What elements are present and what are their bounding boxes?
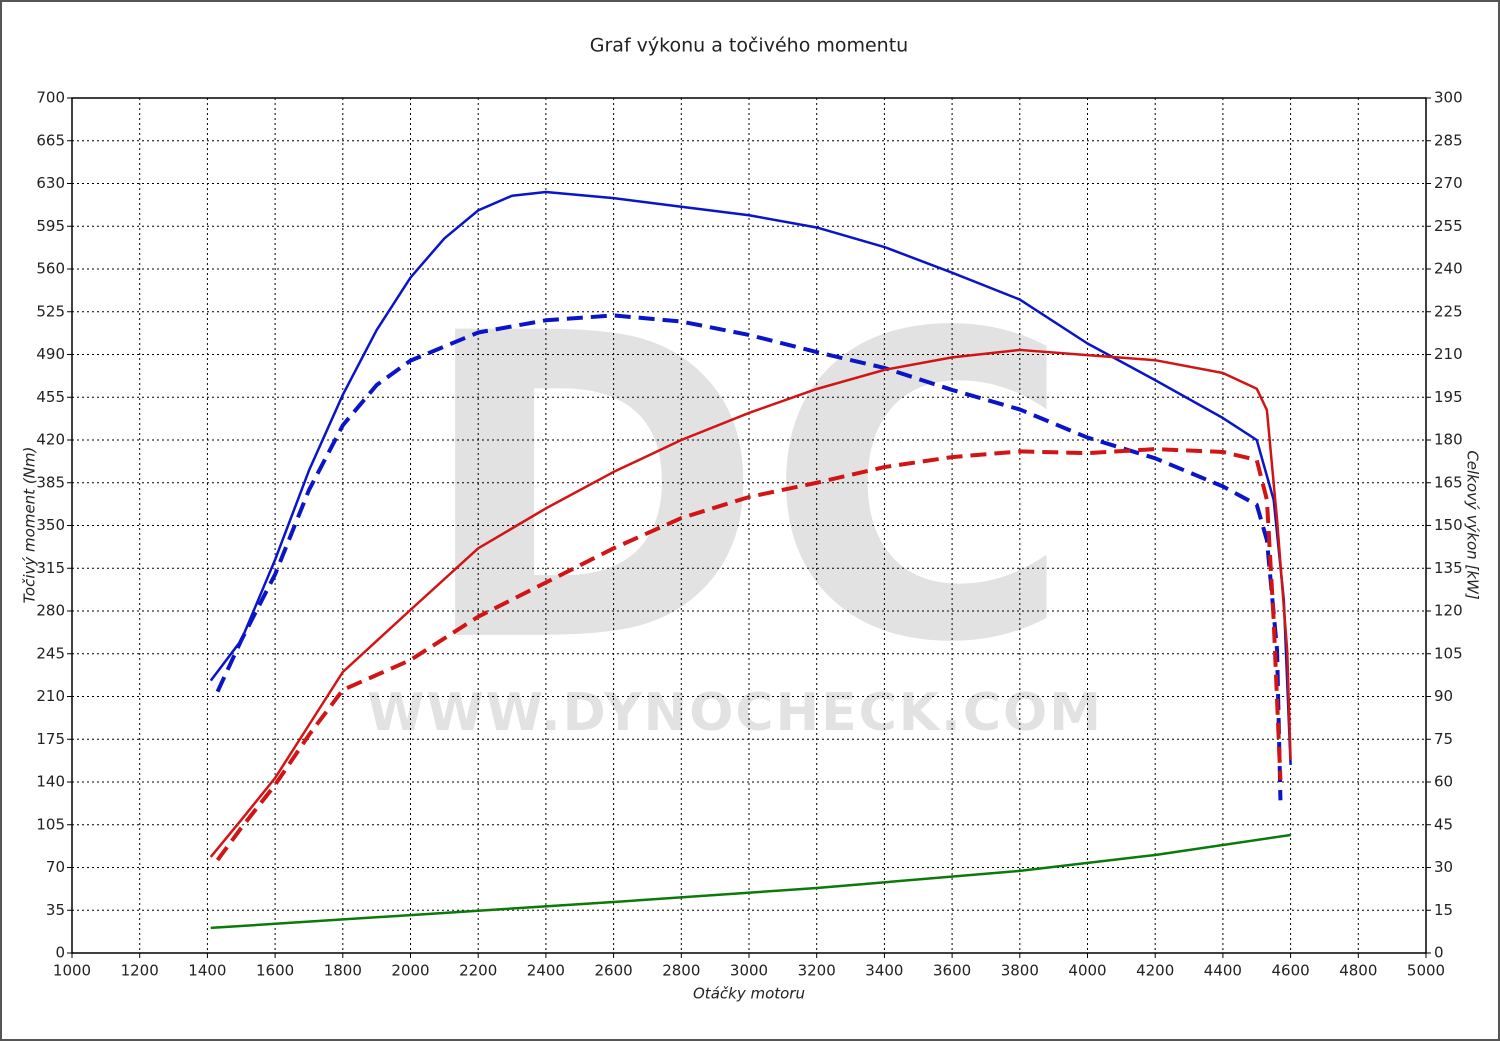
- y-tick-label: 560: [36, 260, 65, 278]
- y-tick-label: 175: [36, 730, 65, 748]
- y-tick-label: 525: [36, 302, 65, 320]
- x-tick-label: 1600: [256, 962, 294, 980]
- y2-tick-label: 270: [1434, 174, 1463, 192]
- x-tick-label: 4600: [1272, 962, 1310, 980]
- x-tick-label: 4400: [1204, 962, 1242, 980]
- x-tick-label: 2400: [527, 962, 565, 980]
- x-tick-label: 2000: [391, 962, 429, 980]
- series-line: [215, 313, 1283, 801]
- y-tick-label: 210: [36, 687, 65, 705]
- y2-tick-label: 150: [1434, 516, 1463, 534]
- y-tick-label: 140: [36, 773, 65, 791]
- y2-tick-label: 165: [1434, 473, 1463, 491]
- y-tick-label: 105: [36, 815, 65, 833]
- chart-title: Graf výkonu a točivého momentu: [590, 35, 908, 57]
- y-tick-label: 385: [36, 473, 65, 491]
- x-tick-label: 2800: [662, 962, 700, 980]
- x-tick-label: 3000: [730, 962, 768, 980]
- y2-tick-label: 120: [1434, 602, 1463, 620]
- watermark-logo: DC: [417, 246, 1074, 735]
- y2-tick-label: 60: [1434, 773, 1453, 791]
- y-tick-label: 280: [36, 602, 65, 620]
- y-tick-label: 665: [36, 131, 65, 149]
- y2-tick-label: 300: [1434, 89, 1463, 107]
- x-tick-label: 3600: [933, 962, 971, 980]
- series-line: [215, 447, 1283, 862]
- y2-tick-label: 195: [1434, 388, 1463, 406]
- series-line: [209, 348, 1292, 858]
- x-tick-label: 4800: [1339, 962, 1377, 980]
- series-line: [209, 190, 1292, 765]
- x-tick-label: 1800: [324, 962, 362, 980]
- x-tick-label: 1000: [53, 962, 91, 980]
- x-tick-label: 3400: [865, 962, 903, 980]
- y2-axis-label: Celkový výkon [kW]: [1464, 450, 1482, 600]
- x-tick-label: 1400: [188, 962, 226, 980]
- x-tick-label: 3800: [1001, 962, 1039, 980]
- y-axis-label: Točivý moment (Nm): [21, 447, 39, 604]
- x-tick-label: 2200: [459, 962, 497, 980]
- y2-tick-label: 45: [1434, 815, 1453, 833]
- y2-tick-label: 135: [1434, 559, 1463, 577]
- y-tick-label: 350: [36, 516, 65, 534]
- x-tick-label: 1200: [121, 962, 159, 980]
- x-tick-label: 3200: [798, 962, 836, 980]
- y2-tick-label: 90: [1434, 687, 1453, 705]
- y-tick-label: 245: [36, 644, 65, 662]
- y2-tick-label: 240: [1434, 260, 1463, 278]
- watermark-url: WWW.DYNOCHECK.COM: [367, 683, 1103, 743]
- y2-tick-label: 255: [1434, 217, 1463, 235]
- y2-tick-label: 225: [1434, 302, 1463, 320]
- y2-tick-label: 75: [1434, 730, 1453, 748]
- x-tick-label: 5000: [1407, 962, 1445, 980]
- y2-tick-label: 285: [1434, 131, 1463, 149]
- y2-tick-label: 15: [1434, 901, 1453, 919]
- y-tick-label: 455: [36, 388, 65, 406]
- x-axis-label: Otáčky motoru: [693, 985, 805, 1003]
- y2-tick-label: 30: [1434, 858, 1453, 876]
- y2-tick-label: 210: [1434, 345, 1463, 363]
- x-tick-label: 4000: [1068, 962, 1106, 980]
- y-tick-label: 0: [55, 944, 65, 962]
- series-line: [210, 833, 1291, 930]
- plot-border: [71, 97, 1427, 954]
- y2-tick-label: 180: [1434, 431, 1463, 449]
- y-tick-label: 70: [46, 858, 65, 876]
- y2-tick-label: 105: [1434, 644, 1463, 662]
- y-tick-label: 490: [36, 345, 65, 363]
- y-tick-label: 420: [36, 431, 65, 449]
- y-tick-label: 700: [36, 89, 65, 107]
- y-tick-label: 35: [46, 901, 65, 919]
- watermark: DC WWW.DYNOCHECK.COM: [367, 246, 1103, 743]
- y2-tick-label: 0: [1434, 944, 1444, 962]
- x-tick-label: 2600: [595, 962, 633, 980]
- x-tick-label: 4200: [1136, 962, 1174, 980]
- y-tick-label: 595: [36, 217, 65, 235]
- y-tick-label: 315: [36, 559, 65, 577]
- y-tick-label: 630: [36, 174, 65, 192]
